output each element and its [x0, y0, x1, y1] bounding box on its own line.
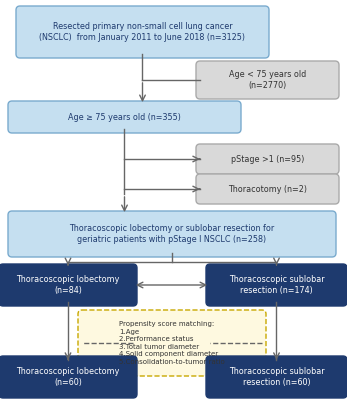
FancyBboxPatch shape: [206, 356, 347, 398]
FancyBboxPatch shape: [206, 264, 347, 306]
Text: pStage >1 (n=95): pStage >1 (n=95): [231, 154, 304, 164]
FancyBboxPatch shape: [8, 101, 241, 133]
FancyBboxPatch shape: [0, 356, 137, 398]
Text: Thoracoscopic lobectomy
(n=60): Thoracoscopic lobectomy (n=60): [16, 367, 120, 387]
FancyBboxPatch shape: [196, 174, 339, 204]
FancyBboxPatch shape: [78, 310, 266, 376]
Text: Thoracoscopic lobectomy
(n=84): Thoracoscopic lobectomy (n=84): [16, 275, 120, 295]
Text: Resected primary non-small cell lung cancer
(NSCLC)  from January 2011 to June 2: Resected primary non-small cell lung can…: [40, 22, 245, 42]
Text: Age ≥ 75 years old (n=355): Age ≥ 75 years old (n=355): [68, 112, 181, 122]
Text: Thoracoscopic sublobar
resection (n=60): Thoracoscopic sublobar resection (n=60): [229, 367, 324, 387]
FancyBboxPatch shape: [8, 211, 336, 257]
FancyBboxPatch shape: [0, 264, 137, 306]
Text: Propensity score matching:
1.Age
2.Performance status
3.Total tumor diameter
4.S: Propensity score matching: 1.Age 2.Perfo…: [119, 321, 225, 365]
Text: Age < 75 years old
(n=2770): Age < 75 years old (n=2770): [229, 70, 306, 90]
Text: Thoracoscopic sublobar
resection (n=174): Thoracoscopic sublobar resection (n=174): [229, 275, 324, 295]
FancyBboxPatch shape: [196, 61, 339, 99]
Text: Thoracotomy (n=2): Thoracotomy (n=2): [228, 184, 307, 194]
FancyBboxPatch shape: [196, 144, 339, 174]
Text: Thoracoscopic lobectomy or sublobar resection for
geriatric patients with pStage: Thoracoscopic lobectomy or sublobar rese…: [69, 224, 274, 244]
FancyBboxPatch shape: [16, 6, 269, 58]
